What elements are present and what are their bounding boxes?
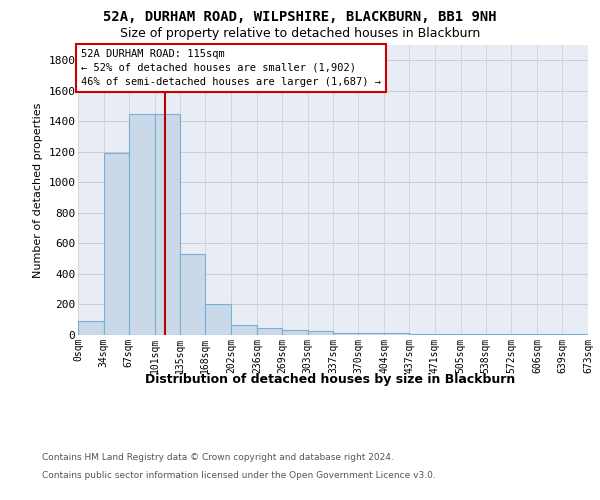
Bar xyxy=(334,334,358,335)
Bar xyxy=(282,330,308,335)
Bar xyxy=(155,114,181,335)
Bar xyxy=(511,334,537,335)
Bar xyxy=(231,325,257,335)
Bar xyxy=(104,152,129,335)
Text: Size of property relative to detached houses in Blackburn: Size of property relative to detached ho… xyxy=(120,28,480,40)
Text: Distribution of detached houses by size in Blackburn: Distribution of detached houses by size … xyxy=(145,372,515,386)
Text: 52A, DURHAM ROAD, WILPSHIRE, BLACKBURN, BB1 9NH: 52A, DURHAM ROAD, WILPSHIRE, BLACKBURN, … xyxy=(103,10,497,24)
Bar xyxy=(257,328,282,335)
Text: Contains public sector information licensed under the Open Government Licence v3: Contains public sector information licen… xyxy=(42,471,436,480)
Bar xyxy=(78,322,104,335)
Text: Contains HM Land Registry data © Crown copyright and database right 2024.: Contains HM Land Registry data © Crown c… xyxy=(42,454,394,462)
Bar xyxy=(129,114,155,335)
Bar xyxy=(461,334,485,335)
Bar xyxy=(181,254,205,335)
Bar xyxy=(562,334,588,335)
Y-axis label: Number of detached properties: Number of detached properties xyxy=(32,102,43,278)
Bar xyxy=(384,334,409,335)
Bar xyxy=(537,334,562,335)
Bar xyxy=(409,334,435,335)
Bar xyxy=(308,331,334,335)
Bar xyxy=(485,334,511,335)
Bar xyxy=(358,334,384,335)
Bar xyxy=(435,334,461,335)
Text: 52A DURHAM ROAD: 115sqm
← 52% of detached houses are smaller (1,902)
46% of semi: 52A DURHAM ROAD: 115sqm ← 52% of detache… xyxy=(81,49,381,87)
Bar xyxy=(205,304,231,335)
